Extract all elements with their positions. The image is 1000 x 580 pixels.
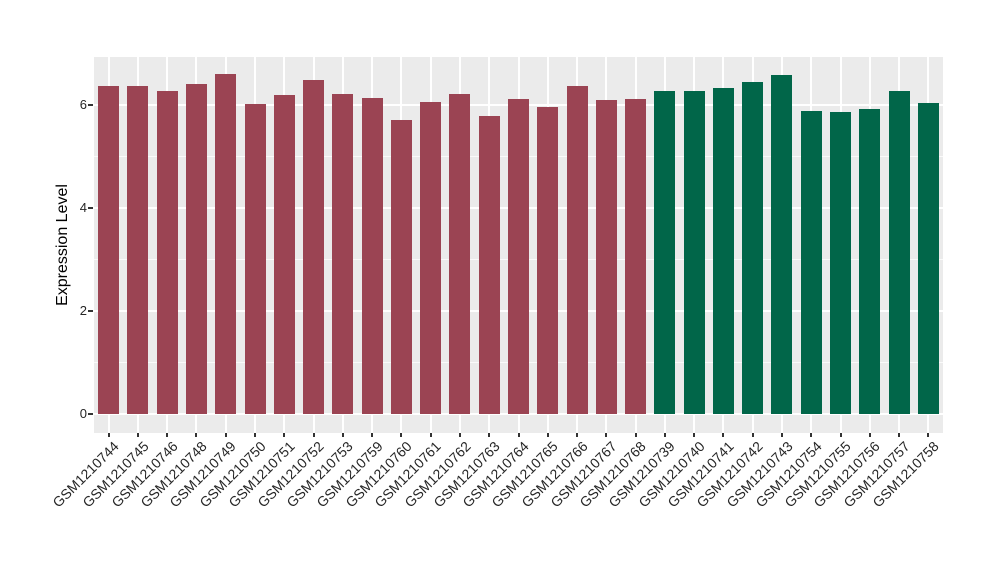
y-tick-mark [88,310,93,313]
plot-panel [94,57,943,433]
bar [98,85,120,415]
bar [800,110,822,415]
x-tick-mark [751,433,754,437]
x-tick-mark [517,433,520,437]
bar [595,100,617,415]
x-tick-mark [400,433,403,437]
bar [420,102,442,415]
x-tick-mark [224,433,227,437]
x-tick-mark [634,433,637,437]
x-tick-mark [546,433,549,437]
x-tick-mark [810,433,813,437]
x-tick-mark [868,433,871,437]
bar [273,95,295,415]
x-tick-mark [458,433,461,437]
y-tick-mark [88,103,93,106]
bar [478,116,500,415]
bar [888,91,910,415]
x-tick-mark [166,433,169,437]
x-tick-mark [136,433,139,437]
bar [127,85,149,415]
bar [185,84,207,415]
x-tick-mark [429,433,432,437]
x-tick-mark [488,433,491,437]
x-tick-mark [605,433,608,437]
bar [449,94,471,415]
bar [332,94,354,415]
x-tick-mark [576,433,579,437]
bar [361,97,383,415]
y-tick-label: 2 [79,303,87,319]
x-tick-mark [283,433,286,437]
x-tick-mark [254,433,257,437]
y-tick-label: 0 [79,406,87,422]
x-tick-mark [371,433,374,437]
x-tick-mark [312,433,315,437]
bar [712,87,734,415]
bar [830,111,852,415]
bar [508,99,529,415]
bar [654,90,676,415]
bar [742,81,764,415]
x-tick-mark [663,433,666,437]
x-tick-mark [927,433,930,437]
bar [537,106,559,415]
y-tick-label: 4 [79,199,87,215]
x-tick-mark [722,433,725,437]
y-tick-label: 6 [79,96,87,112]
bar [215,73,237,415]
x-tick-mark [780,433,783,437]
bar [917,103,939,415]
x-tick-mark [839,433,842,437]
x-tick-mark [693,433,696,437]
bar [244,104,266,415]
bar [566,85,588,415]
bar [303,80,325,415]
bar [390,119,412,415]
x-tick-mark [898,433,901,437]
y-axis-title: Expression Level [54,184,71,306]
y-tick-mark [88,206,93,209]
bar [683,90,705,415]
x-tick-mark [341,433,344,437]
bar [156,90,178,415]
bar [859,108,881,415]
x-tick-mark [107,433,110,437]
x-tick-mark [195,433,198,437]
bar [625,98,647,415]
bar [771,74,793,415]
y-tick-mark [88,413,93,416]
